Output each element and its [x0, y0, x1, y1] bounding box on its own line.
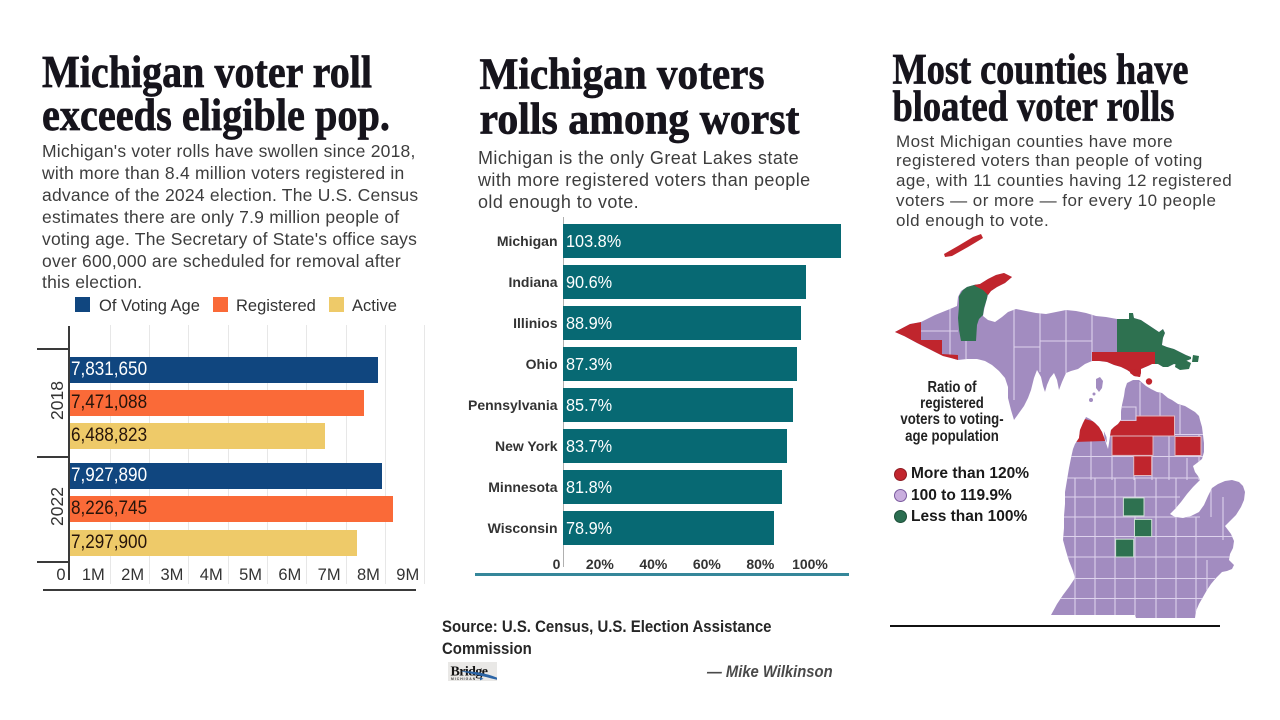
svg-text:bloated voter rolls: bloated voter rolls — [893, 84, 1175, 130]
svg-text:Most counties have: Most counties have — [893, 47, 1189, 94]
svg-text:exceeds eligible pop.: exceeds eligible pop. — [42, 89, 390, 140]
svg-text:MICHIGAN: MICHIGAN — [451, 677, 476, 681]
svg-text:rolls among worst: rolls among worst — [480, 94, 800, 143]
svg-text:Michigan voters: Michigan voters — [480, 50, 765, 99]
svg-text:Michigan voter roll: Michigan voter roll — [42, 46, 372, 97]
